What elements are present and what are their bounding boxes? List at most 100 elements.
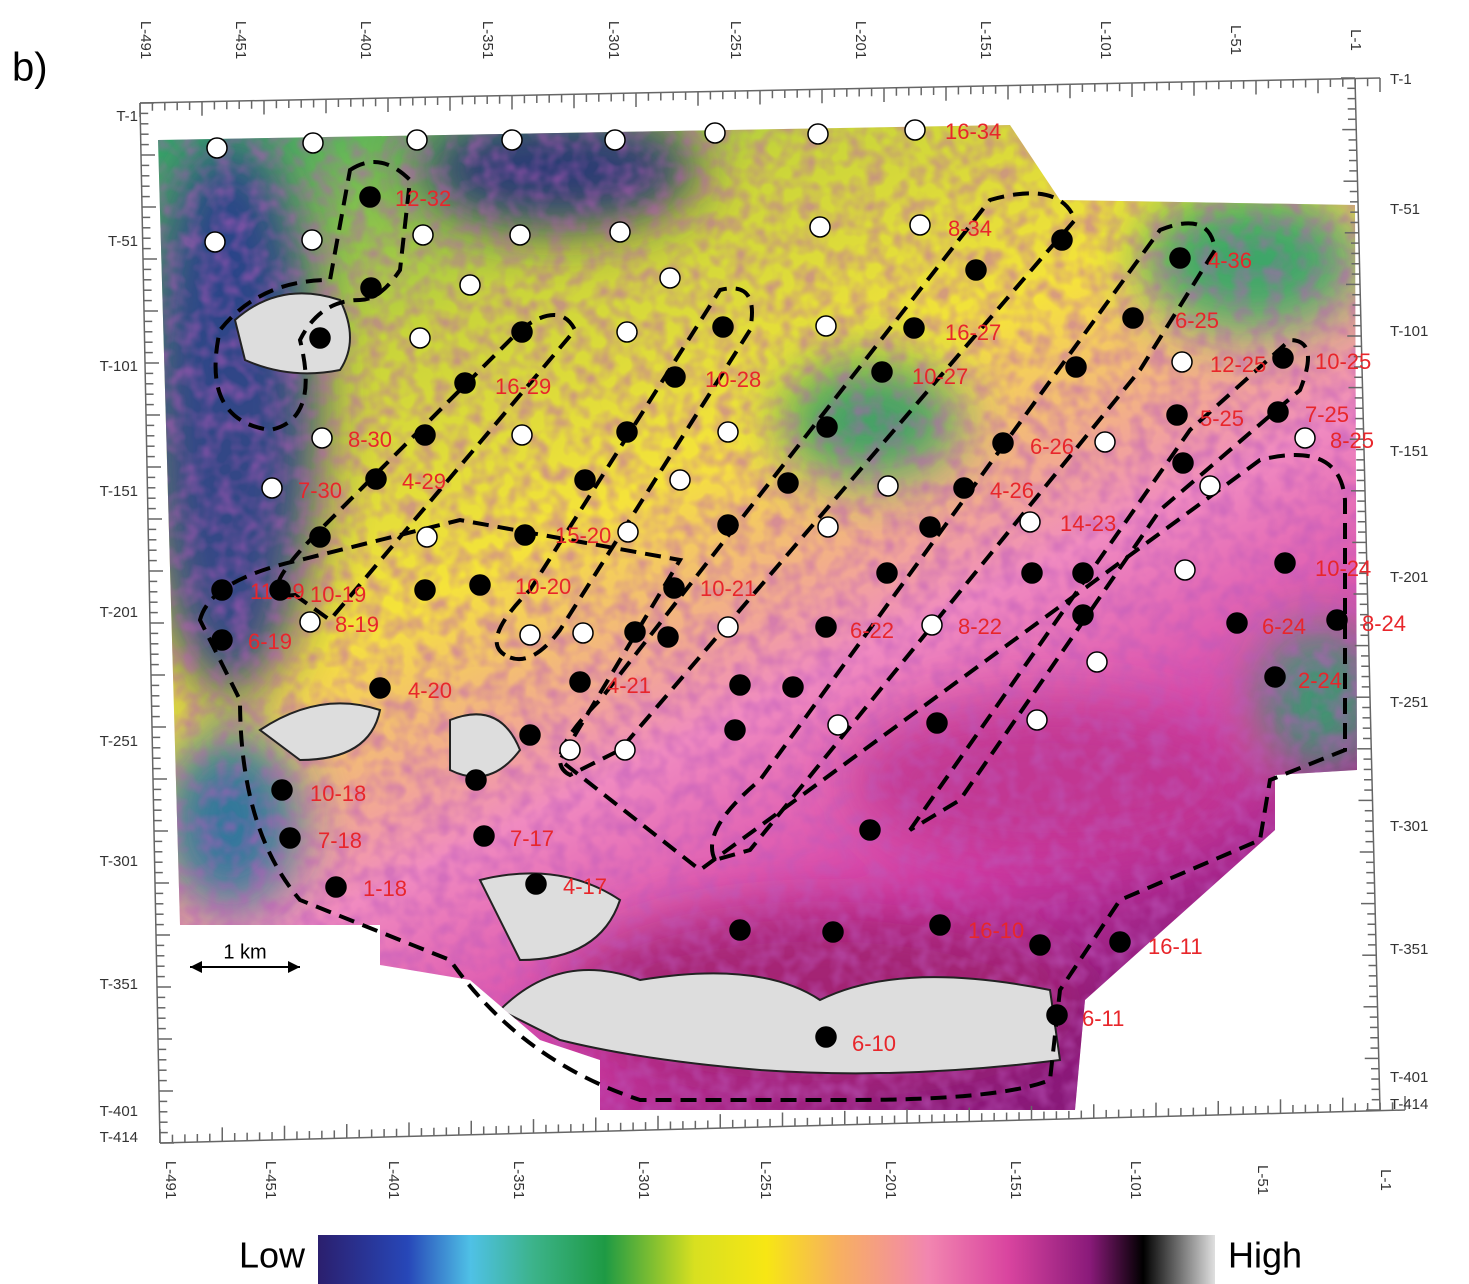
- well-dot: [664, 578, 684, 598]
- well-label: 15-20: [555, 523, 611, 548]
- well-dot: [618, 522, 638, 542]
- well-dot: [705, 123, 725, 143]
- well-dot: [1095, 432, 1115, 452]
- well-dot: [920, 517, 940, 537]
- well-dot: [818, 517, 838, 537]
- right-axis-label: T-101: [1390, 323, 1428, 340]
- bottom-axis-label: L-151: [1007, 1161, 1024, 1199]
- well-label: 5-25: [1200, 406, 1244, 431]
- well-dot: [1172, 352, 1192, 372]
- well-dot: [617, 322, 637, 342]
- well-dot: [575, 470, 595, 490]
- well-dot: [302, 230, 322, 250]
- left-axis-label: T-201: [100, 604, 138, 621]
- well-dot: [1275, 553, 1295, 573]
- bottom-axis-label: L-101: [1127, 1161, 1144, 1199]
- bottom-axis-label: L-401: [385, 1161, 402, 1199]
- well-dot: [993, 433, 1013, 453]
- well-label: 7-30: [298, 478, 342, 503]
- well-label: 10-25: [1315, 349, 1371, 374]
- well-label: 4-21: [607, 673, 651, 698]
- well-dot: [212, 580, 232, 600]
- well-label: 10-20: [515, 574, 571, 599]
- well-dot: [415, 580, 435, 600]
- well-dot: [1170, 248, 1190, 268]
- well-label: 16-29: [495, 374, 551, 399]
- well-dot: [954, 478, 974, 498]
- well-label: 6-10: [852, 1031, 896, 1056]
- well-dot: [713, 317, 733, 337]
- well-label: 16-27: [945, 320, 1001, 345]
- left-axis-label: T-401: [100, 1103, 138, 1120]
- bottom-axis-label: L-491: [162, 1161, 179, 1199]
- top-axis-label: L-251: [727, 21, 744, 59]
- left-axis-label: T-1: [116, 108, 138, 125]
- well-dot: [905, 120, 925, 140]
- well-dot: [730, 920, 750, 940]
- well-dot: [1030, 935, 1050, 955]
- right-axis-label: T-251: [1390, 694, 1428, 711]
- well-dot: [1047, 1005, 1067, 1025]
- well-label: 6-24: [1262, 614, 1306, 639]
- well-dot: [360, 187, 380, 207]
- well-dot: [410, 328, 430, 348]
- top-axis-label: L-301: [605, 21, 622, 59]
- well-dot: [312, 428, 332, 448]
- well-dot: [605, 130, 625, 150]
- figure: 1 km b) Low High L-491L-451L-401L-351L-3…: [0, 0, 1469, 1284]
- well-label: 4-29: [402, 469, 446, 494]
- well-dot: [510, 225, 530, 245]
- well-dot: [474, 826, 494, 846]
- well-dot: [718, 422, 738, 442]
- left-axis-label: T-151: [100, 483, 138, 500]
- top-axis-label: L-401: [357, 21, 374, 59]
- well-dot: [205, 232, 225, 252]
- well-dot: [816, 316, 836, 336]
- well-label: 10-18: [310, 781, 366, 806]
- right-axis-label: T-301: [1390, 818, 1428, 835]
- well-dot: [617, 422, 637, 442]
- well-label: 16-11: [1148, 934, 1203, 959]
- well-dot: [370, 678, 390, 698]
- well-dot: [526, 874, 546, 894]
- right-axis-label: T-1: [1390, 71, 1412, 88]
- well-dot: [417, 527, 437, 547]
- well-dot: [610, 222, 630, 242]
- well-dot: [415, 425, 435, 445]
- right-axis-label: T-151: [1390, 443, 1428, 460]
- well-dot: [310, 328, 330, 348]
- well-dot: [326, 877, 346, 897]
- well-dot: [272, 780, 292, 800]
- well-dot: [212, 630, 232, 650]
- well-dot: [817, 417, 837, 437]
- well-dot: [413, 225, 433, 245]
- well-dot: [878, 476, 898, 496]
- well-dot: [310, 527, 330, 547]
- well-dot: [455, 373, 475, 393]
- well-dot: [816, 617, 836, 637]
- well-dot: [1273, 348, 1293, 368]
- well-dot: [515, 525, 535, 545]
- well-dot: [816, 1027, 836, 1047]
- well-label: 8-19: [335, 612, 379, 637]
- left-axis-label: T-301: [100, 853, 138, 870]
- well-dot: [512, 322, 532, 342]
- well-dot: [1327, 610, 1347, 630]
- left-axis-label: T-51: [108, 233, 138, 250]
- well-dot: [573, 623, 593, 643]
- scale-label: 1 km: [223, 941, 266, 963]
- left-axis-label: T-414: [100, 1129, 138, 1146]
- well-dot: [520, 725, 540, 745]
- top-axis-label: L-1: [1347, 29, 1364, 51]
- well-label: 8-30: [348, 427, 392, 452]
- bottom-axis-label: L-51: [1254, 1165, 1271, 1195]
- well-label: 10-24: [1315, 556, 1371, 581]
- well-dot: [778, 473, 798, 493]
- well-dot: [872, 362, 892, 382]
- well-label: 4-26: [990, 478, 1034, 503]
- well-dot: [658, 627, 678, 647]
- right-axis-label: T-401: [1390, 1069, 1428, 1086]
- well-dot: [303, 133, 323, 153]
- well-dot: [1123, 308, 1143, 328]
- well-dot: [1175, 560, 1195, 580]
